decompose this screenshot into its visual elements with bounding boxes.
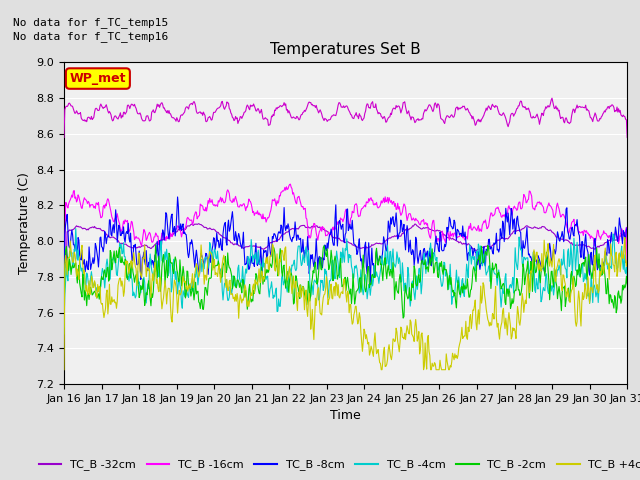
Text: WP_met: WP_met [70, 72, 126, 85]
Legend: TC_B -32cm, TC_B -16cm, TC_B -8cm, TC_B -4cm, TC_B -2cm, TC_B +4cm: TC_B -32cm, TC_B -16cm, TC_B -8cm, TC_B … [34, 455, 640, 475]
Title: Temperatures Set B: Temperatures Set B [270, 42, 421, 57]
Text: No data for f_TC_temp15: No data for f_TC_temp15 [13, 17, 168, 28]
Y-axis label: Temperature (C): Temperature (C) [18, 172, 31, 274]
Text: No data for f_TC_temp16: No data for f_TC_temp16 [13, 31, 168, 42]
X-axis label: Time: Time [330, 409, 361, 422]
